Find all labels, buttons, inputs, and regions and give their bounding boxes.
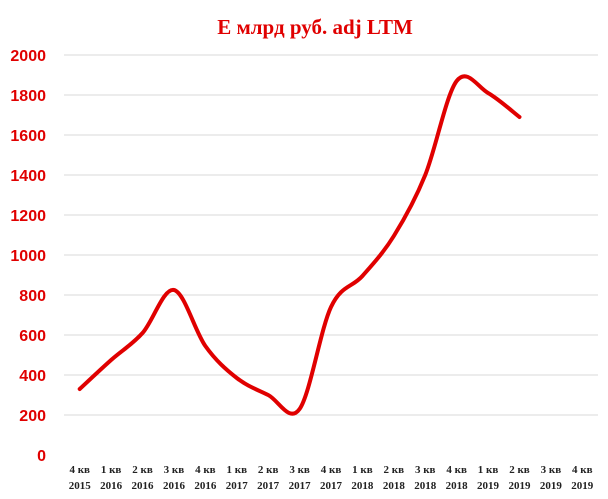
y-tick-label: 600 [19, 328, 46, 345]
x-tick-quarter: 1 кв [478, 464, 499, 476]
x-tick-label: 3 кв 2018 [414, 464, 437, 492]
x-tick-label: 4 кв 2015 [69, 464, 92, 492]
x-tick-year: 2015 [69, 480, 92, 492]
x-tick-label: 2 кв 2017 [257, 464, 280, 492]
x-tick-label: 1 кв 2017 [226, 464, 249, 492]
x-tick-quarter: 3 кв [415, 464, 436, 476]
y-tick-label: 1400 [10, 168, 46, 185]
x-tick-quarter: 4 кв [69, 464, 90, 476]
x-tick-quarter: 2 кв [384, 464, 405, 476]
y-axis-ticks: 0 200 400 600 800 1000 1200 1400 1600 1800 2000 [10, 48, 46, 465]
x-tick-label: 1 кв 2019 [477, 464, 500, 492]
x-axis-ticks: 4 кв 2015 1 кв 2016 2 кв 2016 3 кв 2016 4 кв 2016… [69, 464, 594, 492]
x-tick-quarter: 4 кв [446, 464, 467, 476]
x-tick-label: 3 кв 2017 [289, 464, 312, 492]
x-tick-label: 1 кв 2018 [351, 464, 374, 492]
y-tick-label: 1000 [10, 248, 46, 265]
x-tick-year: 2018 [383, 480, 406, 492]
y-tick-label: 1600 [10, 128, 46, 145]
x-tick-year: 2017 [320, 480, 343, 492]
x-tick-quarter: 1 кв [352, 464, 373, 476]
x-tick-quarter: 2 кв [132, 464, 153, 476]
x-tick-label: 4 кв 2016 [194, 464, 217, 492]
x-tick-quarter: 4 кв [321, 464, 342, 476]
x-tick-year: 2017 [257, 480, 280, 492]
x-tick-quarter: 3 кв [289, 464, 310, 476]
x-tick-label: 2 кв 2016 [132, 464, 155, 492]
gridlines [64, 54, 598, 416]
y-tick-label: 200 [19, 408, 46, 425]
x-tick-year: 2018 [414, 480, 437, 492]
x-tick-year: 2019 [540, 480, 563, 492]
x-tick-label: 1 кв 2016 [100, 464, 123, 492]
x-tick-quarter: 3 кв [541, 464, 562, 476]
x-tick-year: 2019 [508, 480, 531, 492]
y-tick-label: 2000 [10, 48, 46, 65]
y-tick-label: 1200 [10, 208, 46, 225]
x-tick-label: 4 кв 2018 [446, 464, 469, 492]
y-tick-label: 800 [19, 288, 46, 305]
x-tick-year: 2018 [351, 480, 374, 492]
y-tick-label: 400 [19, 368, 46, 385]
y-tick-label: 1800 [10, 88, 46, 105]
x-tick-year: 2019 [571, 480, 594, 492]
x-tick-label: 4 кв 2017 [320, 464, 343, 492]
x-tick-quarter: 4 кв [572, 464, 593, 476]
x-tick-label: 3 кв 2016 [163, 464, 186, 492]
x-tick-quarter: 2 кв [258, 464, 279, 476]
x-tick-year: 2016 [163, 480, 186, 492]
x-tick-quarter: 3 кв [164, 464, 185, 476]
x-tick-label: 3 кв 2019 [540, 464, 563, 492]
x-tick-year: 2016 [194, 480, 217, 492]
x-tick-year: 2017 [289, 480, 312, 492]
x-tick-quarter: 4 кв [195, 464, 216, 476]
series-line [77, 74, 522, 416]
x-tick-label: 2 кв 2018 [383, 464, 406, 492]
x-tick-label: 2 кв 2019 [508, 464, 531, 492]
series-layer [77, 74, 522, 416]
x-tick-quarter: 1 кв [226, 464, 247, 476]
chart-title: E млрд руб. adj LTM [217, 15, 413, 39]
x-tick-year: 2016 [100, 480, 123, 492]
x-tick-year: 2016 [132, 480, 155, 492]
x-tick-quarter: 2 кв [509, 464, 530, 476]
x-tick-quarter: 1 кв [101, 464, 122, 476]
x-tick-label: 4 кв 2019 [571, 464, 594, 492]
x-tick-year: 2019 [477, 480, 500, 492]
y-tick-label: 0 [37, 448, 46, 465]
x-tick-year: 2018 [446, 480, 469, 492]
x-tick-year: 2017 [226, 480, 249, 492]
